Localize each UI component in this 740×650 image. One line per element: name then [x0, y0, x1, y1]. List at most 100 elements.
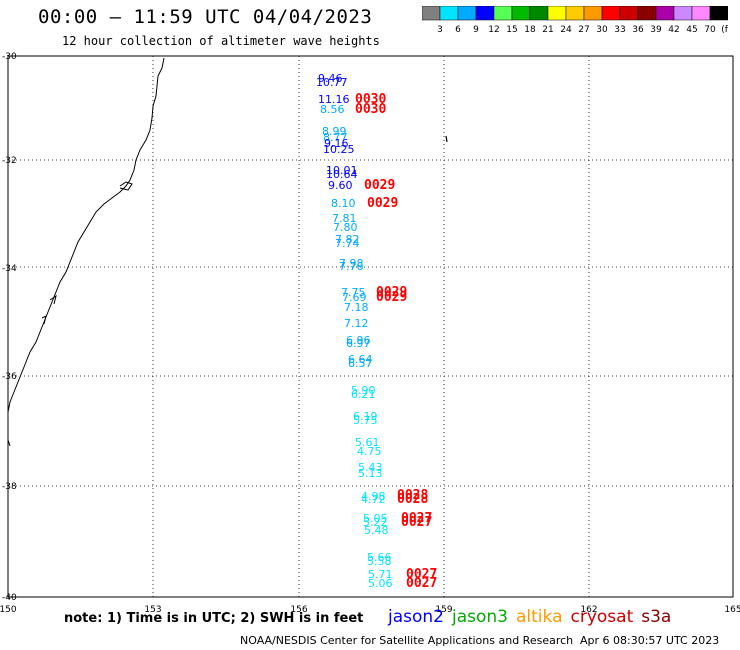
longitude-labels: 150 153 156 159 162 165 — [0, 605, 740, 615]
legend-swatch — [709, 6, 728, 21]
lon-label: 165 — [724, 605, 740, 615]
island-marker — [445, 135, 448, 143]
legend-label: 21 — [542, 25, 553, 35]
wave-height-value: 8.10 — [331, 197, 356, 210]
legend-swatch — [439, 6, 459, 21]
legend-label: 9 — [473, 25, 479, 35]
footnote: note: 1) Time is in UTC; 2) SWH is in fe… — [64, 611, 364, 626]
lat-label: -32 — [2, 156, 17, 166]
legend-label: 24 — [560, 25, 572, 35]
wave-height-value: 11.16 — [318, 93, 350, 106]
credit-line: NOAA/NESDIS Center for Satellite Applica… — [240, 634, 574, 647]
time-label: 0029 — [364, 178, 395, 193]
lon-label: 153 — [144, 605, 161, 615]
wave-height-value: 5.48 — [364, 524, 389, 537]
latitude-labels: -30 -32 -34 -36 -38 -40 — [2, 52, 17, 603]
legend-label: 15 — [506, 25, 517, 35]
wave-height-value: 8.56 — [320, 103, 345, 116]
wave-height-value: 4.98 — [361, 490, 386, 503]
legend-swatch — [457, 6, 477, 21]
lon-label: 150 — [0, 605, 17, 615]
wave-height-value: 8.99 — [322, 125, 347, 138]
legend-swatch — [637, 6, 657, 21]
legend-label: 27 — [578, 25, 589, 35]
wave-height-value: 7.82 — [335, 233, 360, 246]
wave-height-value: 6.19 — [353, 410, 378, 423]
time-label: 0029 — [376, 285, 407, 300]
satellite-jason3: jason3 — [452, 607, 508, 627]
satellite-s3a: s3a — [641, 607, 672, 627]
wave-height-value: 5.22 — [363, 516, 388, 529]
wave-height-value: 7.98 — [339, 257, 364, 270]
time-label: 0027 — [401, 511, 432, 526]
wave-height-value: 7.81 — [332, 212, 357, 225]
lon-label: 156 — [290, 605, 307, 615]
legend-label: 30 — [596, 25, 608, 35]
wave-height-value: 10.64 — [326, 168, 358, 181]
wave-height-value: 6.96 — [346, 334, 371, 347]
wave-height-value: 10.01 — [326, 164, 358, 177]
legend-swatch — [583, 6, 603, 21]
time-label: 0027 — [401, 515, 432, 530]
wave-height-value: 8.77 — [323, 131, 348, 144]
wave-height-value: 9.46 — [318, 72, 343, 85]
wave-height-value: 5.66 — [367, 551, 392, 564]
wave-height-value: 6.64 — [348, 353, 373, 366]
time-label: 0028 — [397, 492, 428, 507]
wave-height-value: 10.77 — [316, 76, 348, 89]
legend-swatch — [547, 6, 567, 21]
wave-height-value: 7.80 — [333, 221, 358, 234]
legend-swatch — [493, 6, 513, 21]
time-label: 0027 — [406, 567, 437, 582]
time-label: 0029 — [367, 196, 398, 211]
wave-height-value: 7.76 — [339, 260, 364, 273]
lon-label: 162 — [580, 605, 597, 615]
legend-label: 3 — [437, 25, 443, 35]
wave-height-value: 5.90 — [351, 384, 376, 397]
coastline-detail — [7, 181, 133, 447]
wave-height-value: 6.21 — [351, 388, 376, 401]
graticule — [8, 56, 733, 597]
wave-height-value: 6.97 — [346, 337, 371, 350]
wave-height-value: 9.16 — [324, 137, 349, 150]
wave-height-value: 10.25 — [323, 143, 355, 156]
satellite-altika: altika — [516, 607, 563, 627]
lat-label: -34 — [2, 264, 17, 274]
map-frame — [7, 55, 734, 598]
legend-swatch — [673, 6, 693, 21]
legend-label: 39 — [650, 25, 662, 35]
coastline — [7, 57, 165, 413]
observation-times: 0030003000290029002900290028002800270027… — [355, 92, 437, 591]
generated-timestamp: Apr 6 08:30:57 UTC 2023 — [580, 634, 720, 647]
wave-height-value: 7.74 — [335, 237, 360, 250]
wave-height-value: 5.43 — [358, 461, 383, 474]
map-subtitle: 12 hour collection of altimeter wave hei… — [62, 34, 380, 48]
legend-label: 33 — [614, 25, 625, 35]
wave-height-value: 5.13 — [358, 467, 383, 480]
satellite-cryosat: cryosat — [570, 607, 634, 627]
satellite-jason2: jason2 — [388, 607, 444, 627]
time-label: 0028 — [397, 488, 428, 503]
wave-height-value: 5.06 — [368, 577, 393, 590]
lon-label: 159 — [435, 605, 452, 615]
lat-label: -38 — [2, 482, 17, 492]
wave-height-value: 5.61 — [355, 436, 380, 449]
legend-label: 36 — [632, 25, 644, 35]
wave-height-value: 7.69 — [342, 291, 367, 304]
wave-height-value: 4.75 — [357, 445, 382, 458]
time-label: 0030 — [355, 92, 386, 107]
wave-height-value: 5.58 — [367, 555, 392, 568]
legend-swatch — [529, 6, 549, 21]
wave-height-value: 7.18 — [344, 301, 369, 314]
wave-height-value: 5.75 — [353, 414, 378, 427]
legend-label: (ft) — [721, 25, 728, 35]
wave-height-value: 7.75 — [341, 286, 366, 299]
satellite-legend: jason2 jason3 altika cryosat s3a — [388, 607, 679, 627]
legend-swatch — [619, 6, 639, 21]
wave-height-value: 5.71 — [368, 568, 393, 581]
legend-swatch — [475, 6, 495, 21]
wave-height-value: 7.12 — [344, 317, 369, 330]
